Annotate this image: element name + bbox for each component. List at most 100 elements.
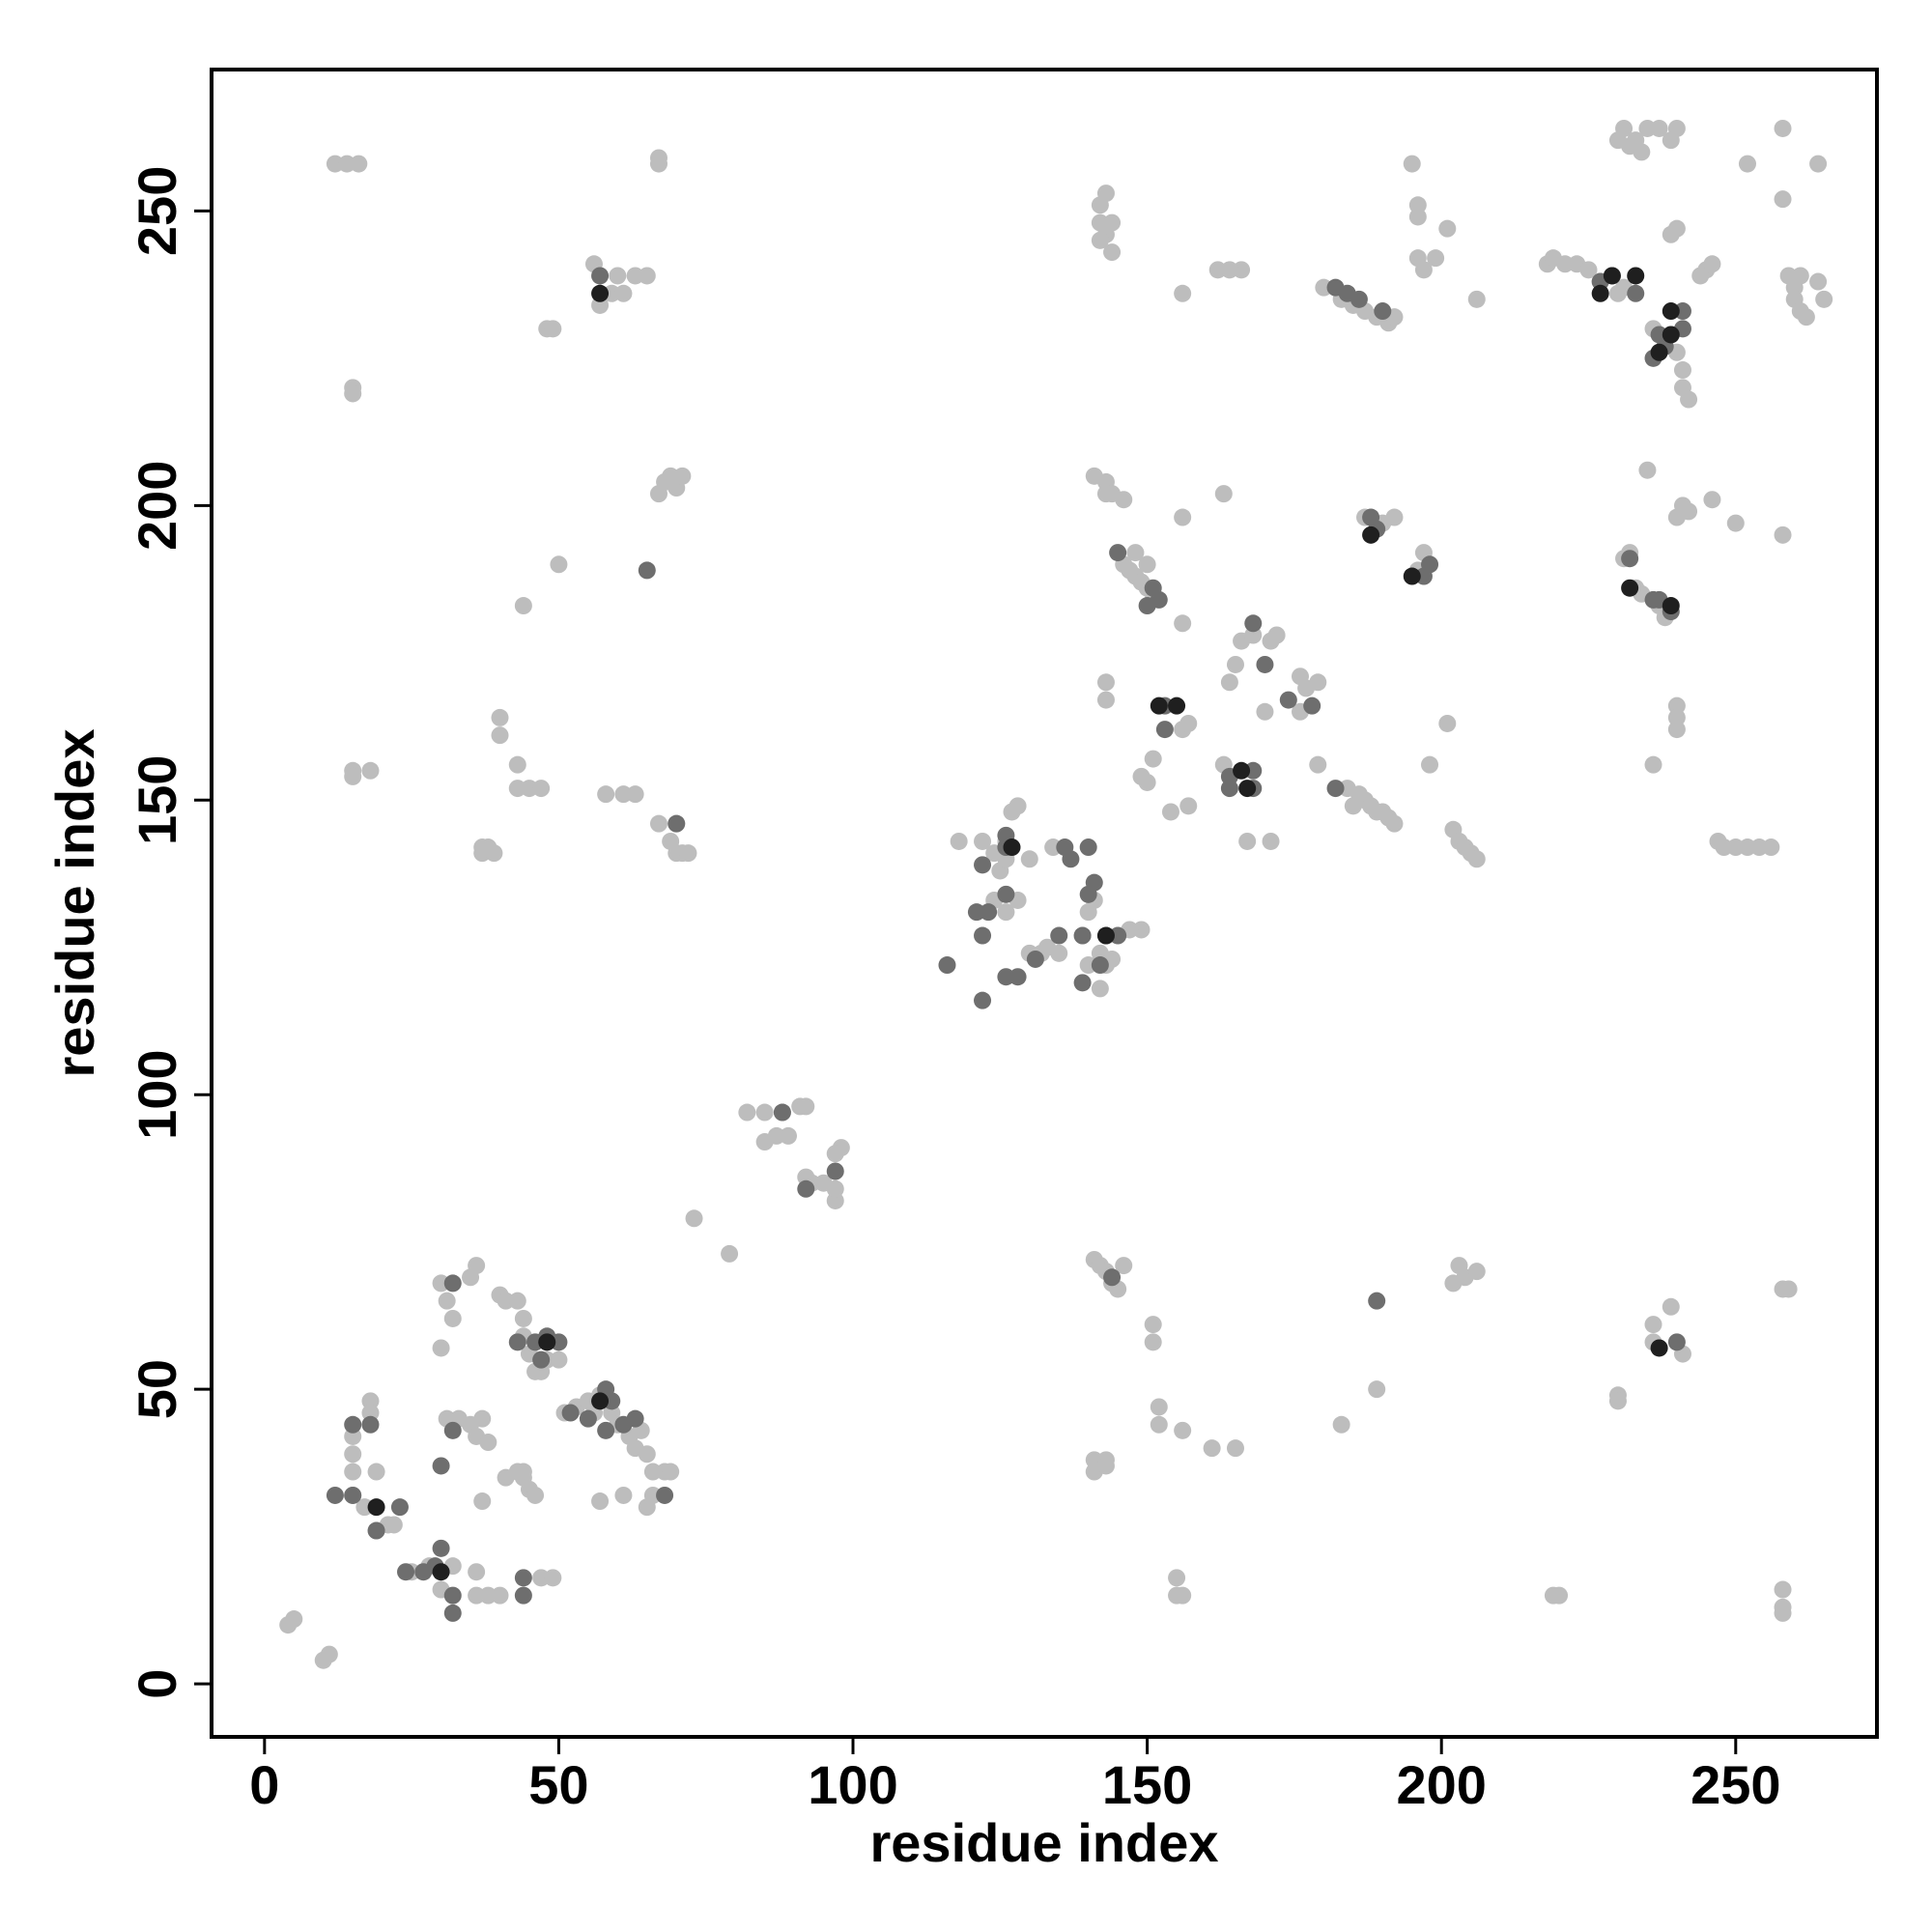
point — [1809, 272, 1828, 291]
point — [1774, 1580, 1792, 1599]
point — [367, 1521, 385, 1540]
point — [591, 267, 610, 285]
point — [1621, 579, 1639, 597]
point — [1703, 255, 1721, 273]
point — [344, 1463, 362, 1481]
point — [1309, 673, 1327, 692]
point — [614, 1486, 633, 1504]
point — [1155, 721, 1174, 739]
point — [579, 1409, 597, 1428]
point — [638, 267, 656, 285]
point — [1673, 361, 1691, 380]
point — [544, 320, 562, 338]
point — [1332, 1415, 1350, 1434]
point — [544, 1569, 562, 1587]
point — [1103, 243, 1122, 262]
point — [367, 1498, 385, 1517]
point — [1174, 284, 1192, 302]
point — [1214, 485, 1233, 503]
point — [1144, 1333, 1162, 1351]
point — [491, 708, 509, 726]
point — [508, 1292, 526, 1310]
point — [491, 726, 509, 745]
point — [514, 1569, 532, 1587]
point — [1226, 1439, 1244, 1458]
point — [1138, 597, 1156, 615]
point — [1144, 750, 1162, 768]
x-tick-label: 50 — [528, 1754, 588, 1815]
point — [1662, 1297, 1680, 1316]
point — [591, 1392, 610, 1410]
point — [1680, 502, 1698, 521]
point — [443, 1309, 462, 1327]
point — [1096, 1457, 1115, 1475]
point — [1161, 803, 1179, 821]
point — [432, 1457, 450, 1475]
point — [314, 1651, 332, 1669]
point — [974, 991, 992, 1009]
point — [1667, 119, 1686, 137]
point — [597, 1421, 615, 1439]
point — [344, 767, 362, 785]
point — [1256, 702, 1274, 721]
point — [1579, 261, 1598, 279]
point — [1633, 143, 1651, 161]
point — [638, 561, 656, 580]
point — [1096, 185, 1115, 203]
point — [538, 1333, 556, 1351]
point — [1368, 1380, 1386, 1399]
point — [1056, 838, 1074, 857]
point — [668, 814, 686, 833]
point — [1662, 302, 1680, 321]
point — [514, 597, 532, 615]
point — [938, 956, 956, 975]
point — [432, 1563, 450, 1581]
point — [967, 903, 985, 922]
y-tick-label: 200 — [127, 461, 187, 551]
point — [773, 1103, 791, 1122]
point — [1179, 714, 1198, 732]
point — [1774, 190, 1792, 209]
point — [974, 856, 992, 874]
point — [1073, 926, 1092, 945]
point — [438, 1292, 456, 1310]
point — [1168, 1569, 1186, 1587]
point — [1174, 1421, 1192, 1439]
point — [1103, 213, 1122, 232]
point — [508, 1333, 526, 1351]
point — [1774, 119, 1792, 137]
point — [826, 1145, 844, 1163]
point — [1096, 691, 1115, 709]
point — [1438, 714, 1457, 732]
point — [561, 1404, 580, 1422]
point — [1238, 832, 1257, 850]
point — [673, 467, 692, 485]
point — [1256, 655, 1274, 673]
point — [1374, 302, 1392, 321]
point — [1414, 261, 1433, 279]
point — [1644, 755, 1662, 774]
y-tick-label: 100 — [127, 1049, 187, 1139]
x-tick-label: 100 — [808, 1754, 897, 1815]
point — [1309, 755, 1327, 774]
point — [1003, 838, 1021, 857]
point — [1779, 1280, 1798, 1298]
point — [721, 1244, 739, 1263]
x-tick-label: 250 — [1690, 1754, 1780, 1815]
point — [1279, 691, 1297, 709]
y-tick-label: 250 — [127, 166, 187, 256]
point — [1680, 390, 1698, 409]
point — [1126, 544, 1145, 562]
point — [479, 1434, 497, 1452]
point — [1150, 696, 1168, 715]
point — [1650, 343, 1668, 361]
point — [1350, 290, 1368, 308]
point — [974, 926, 992, 945]
point — [1326, 780, 1345, 798]
point — [1267, 626, 1286, 644]
point — [1203, 1439, 1221, 1458]
point — [432, 1539, 450, 1557]
point — [1467, 850, 1486, 868]
point — [1050, 926, 1068, 945]
